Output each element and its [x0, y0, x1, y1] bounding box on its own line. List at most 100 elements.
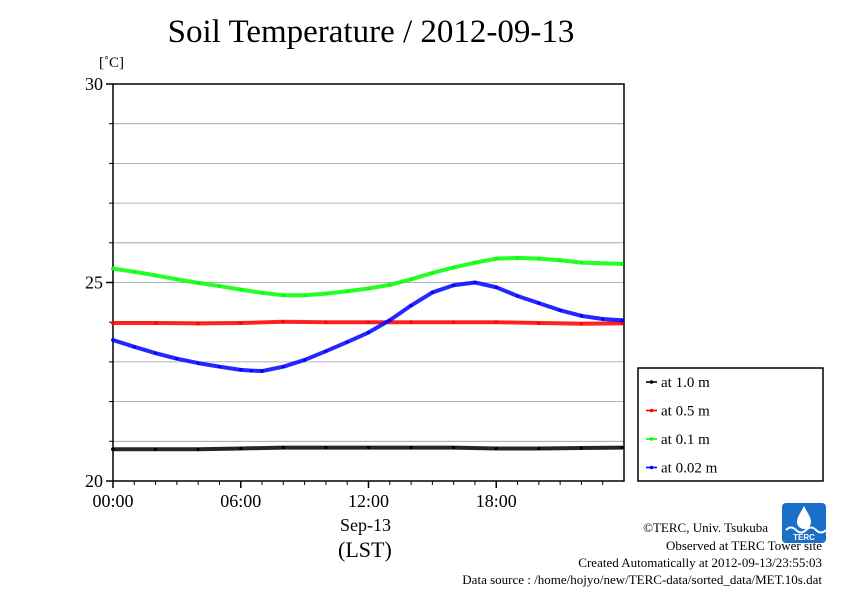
legend-marker [649, 465, 654, 470]
series-point-4 [494, 285, 498, 289]
series-point-4 [132, 345, 136, 349]
series-point-3 [473, 261, 477, 265]
series-point-2 [239, 321, 243, 325]
series-point-4 [281, 365, 285, 369]
series-point-4 [473, 280, 477, 285]
y-axis-unit: [˚C] [99, 55, 124, 71]
legend-label: at 0.02 m [661, 461, 718, 477]
series-point-2 [111, 321, 115, 325]
series-point-4 [388, 318, 392, 322]
series-point-4 [249, 369, 253, 373]
series-point-4 [409, 303, 413, 308]
series-point-4 [175, 357, 179, 361]
y-tick-label: 30 [85, 74, 103, 94]
chart-title: Soil Temperature / 2012-09-13 [167, 14, 575, 50]
series-point-3 [430, 271, 434, 275]
series-point-4 [345, 340, 349, 344]
series-point-3 [558, 258, 562, 262]
series-point-3 [345, 289, 349, 293]
series-point-1 [324, 446, 328, 450]
series-point-1 [239, 446, 243, 451]
x-tick-label: 00:00 [92, 491, 133, 511]
series-point-1 [281, 446, 285, 450]
series-point-3 [281, 293, 285, 297]
y-tick-label: 20 [85, 471, 103, 491]
series-point-4 [324, 349, 328, 353]
series-point-4 [452, 283, 456, 287]
legend-marker [649, 380, 654, 384]
series-point-1 [537, 446, 541, 451]
series-point-3 [111, 267, 115, 271]
series-point-2 [579, 322, 584, 326]
series-point-4 [111, 338, 115, 342]
series-point-3 [388, 283, 392, 287]
legend-label: at 0.1 m [661, 432, 710, 448]
x-tick-label: 18:00 [476, 491, 517, 511]
series-point-4 [239, 368, 243, 372]
series-point-3 [239, 288, 243, 292]
series-point-3 [303, 293, 307, 297]
series-point-4 [537, 301, 541, 305]
credit-site: Observed at TERC Tower site [665, 538, 822, 553]
series-point-3 [409, 277, 413, 281]
series-point-2 [366, 320, 371, 324]
series-point-1 [494, 446, 498, 451]
credit-source: Data source : /home/hojyo/new/TERC-data/… [462, 572, 822, 587]
legend-label: at 1.0 m [661, 375, 710, 391]
legend-box [637, 367, 824, 482]
series-point-2 [409, 320, 413, 324]
logo-text: TERC [793, 533, 815, 542]
series-point-2 [196, 321, 200, 325]
series-point-4 [260, 369, 264, 373]
series-point-4 [515, 294, 520, 298]
series-point-4 [153, 351, 158, 355]
series-point-2 [494, 320, 498, 324]
series-point-1 [620, 446, 624, 450]
series-point-3 [515, 256, 520, 260]
y-tick-label: 25 [85, 273, 103, 293]
series-point-3 [217, 284, 222, 288]
x-axis-date-label: Sep-13 [340, 515, 391, 535]
series-point-3 [324, 292, 328, 296]
series-point-4 [558, 308, 562, 312]
series-point-3 [620, 262, 624, 266]
series-point-3 [494, 257, 498, 261]
series-point-1 [579, 446, 584, 450]
series-line-3 [111, 255, 624, 298]
series-point-3 [260, 291, 264, 295]
series-point-4 [579, 314, 584, 318]
x-axis-unit-label: (LST) [338, 537, 392, 562]
series-point-1 [409, 446, 413, 450]
series-point-3 [366, 286, 371, 291]
series-point-3 [175, 277, 179, 281]
series-point-4 [430, 290, 434, 295]
series-point-3 [196, 281, 200, 285]
series-point-4 [601, 317, 605, 321]
series-point-4 [303, 358, 307, 362]
legend-label: at 0.5 m [661, 404, 710, 420]
x-tick-label: 06:00 [220, 491, 261, 511]
series-point-1 [196, 447, 200, 451]
legend-marker [649, 408, 654, 413]
series-point-1 [366, 446, 371, 450]
series-point-3 [537, 257, 541, 261]
series-line-4 [111, 280, 624, 374]
series-point-1 [153, 447, 158, 451]
legend-marker [649, 437, 654, 441]
series-point-2 [281, 320, 285, 324]
series-point-4 [620, 318, 624, 322]
series-point-4 [196, 361, 200, 365]
credit-created: Created Automatically at 2012-09-13/23:5… [578, 555, 822, 570]
series-point-1 [111, 447, 115, 451]
series-point-2 [324, 320, 328, 324]
terc-logo: TERC [782, 503, 827, 543]
series-point-2 [537, 321, 541, 325]
series-point-4 [217, 365, 222, 369]
series-point-3 [579, 261, 584, 265]
series-point-2 [452, 320, 456, 324]
series-point-1 [452, 446, 456, 450]
series-point-4 [366, 330, 371, 335]
series-point-3 [452, 265, 456, 270]
series-point-2 [153, 321, 158, 325]
